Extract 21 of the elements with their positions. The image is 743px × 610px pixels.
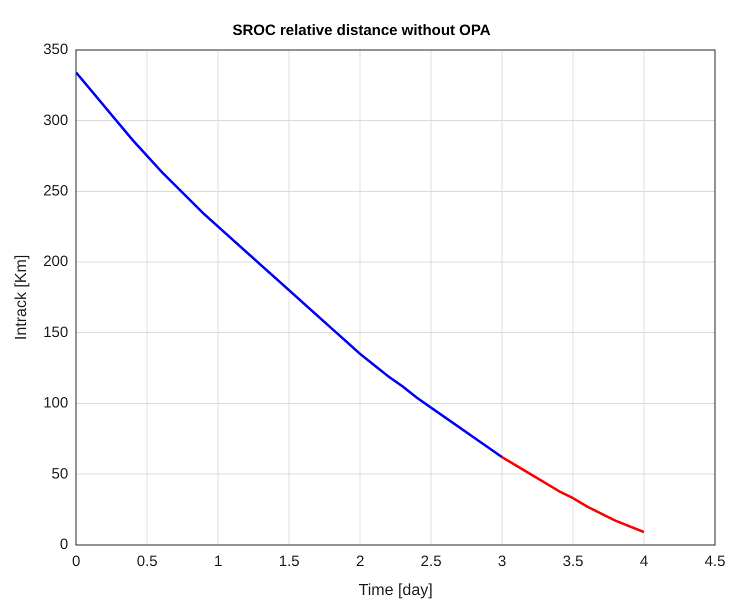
y-tick-label: 350 — [43, 41, 68, 58]
y-tick-label: 250 — [43, 182, 68, 200]
chart-title: SROC relative distance without OPA — [232, 22, 491, 40]
x-tick-label: 3 — [498, 552, 506, 570]
y-tick-label: 50 — [52, 465, 68, 482]
x-tick-label: 4.5 — [704, 552, 726, 570]
y-tick-label: 100 — [43, 394, 68, 412]
y-tick-label: 300 — [43, 112, 68, 129]
y-axis-title: Intrack [Km] — [13, 254, 30, 340]
y-tick-label: 200 — [43, 253, 68, 270]
x-tick-label: 1.5 — [278, 552, 300, 570]
x-tick-label: 0.5 — [136, 552, 158, 570]
x-tick-label: 2.5 — [420, 552, 442, 570]
x-tick-label: 3.5 — [562, 552, 584, 570]
x-tick-label: 2 — [356, 552, 364, 570]
x-tick-label: 1 — [214, 552, 222, 570]
x-tick-label: 4 — [640, 552, 648, 570]
x-tick-label: 0 — [72, 552, 80, 570]
y-tick-label: 0 — [60, 536, 68, 553]
y-tick-label: 150 — [43, 324, 68, 341]
x-axis-title: Time [day] — [358, 582, 433, 599]
